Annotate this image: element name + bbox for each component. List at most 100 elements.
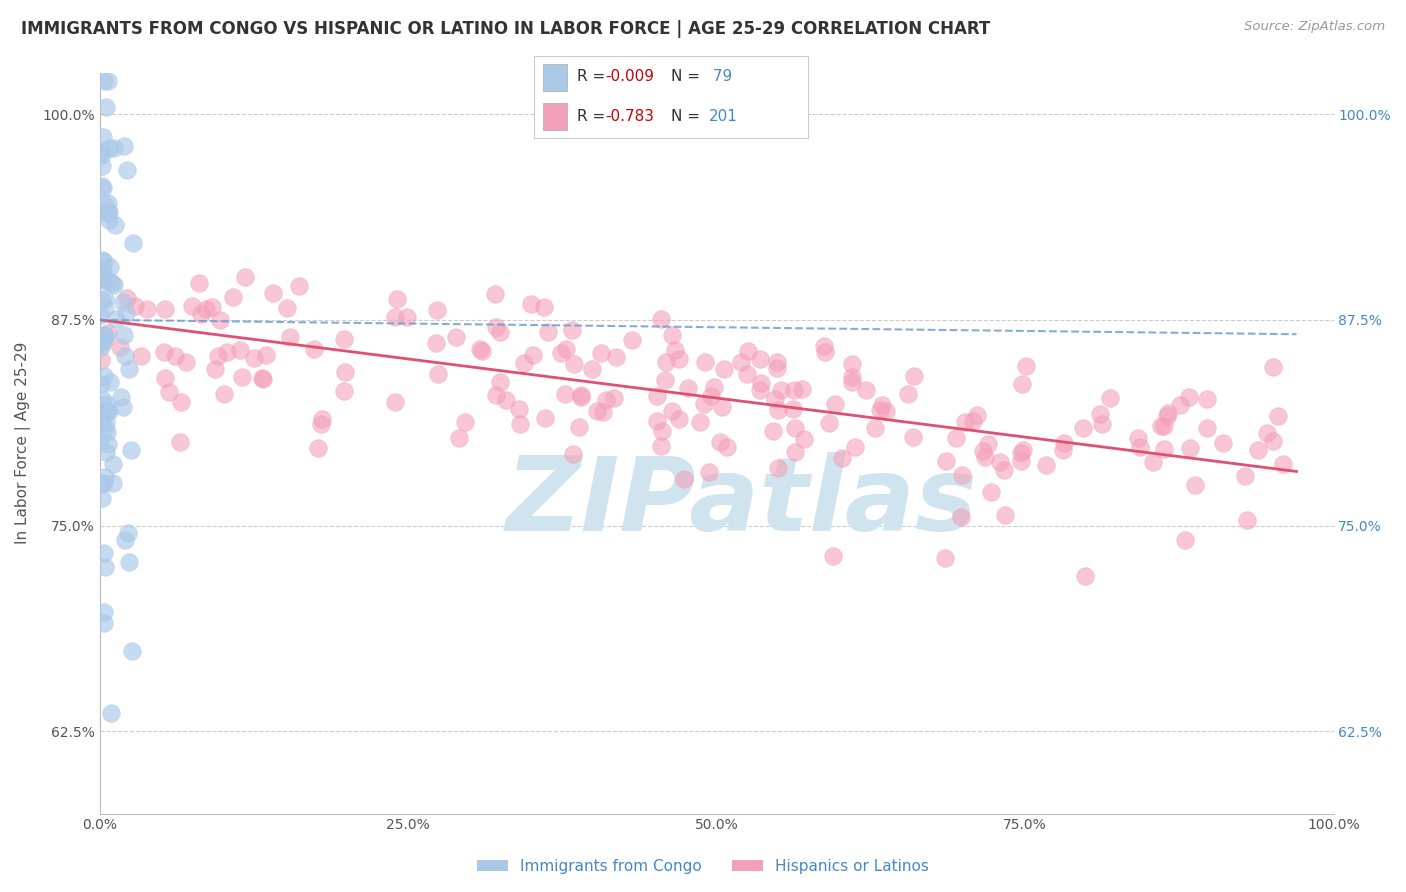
Point (118, 361, 141, 376)
Point (562, 358, 585, 372)
Point (689, 415, 711, 429)
Point (484, 287, 506, 301)
Point (977, 437, 1000, 451)
Point (111, 294, 134, 309)
Point (471, 344, 494, 359)
Point (569, 388, 592, 402)
Point (470, 343, 492, 357)
Point (513, 356, 536, 370)
Point (100, 276, 122, 290)
Point (1011, 376, 1033, 391)
Point (865, 421, 887, 435)
Point (650, 311, 672, 326)
Point (91, 178, 114, 193)
Point (94, 328, 117, 343)
Point (869, 402, 891, 417)
Point (581, 362, 603, 376)
Point (1126, 431, 1149, 445)
Point (311, 412, 333, 426)
Point (818, 416, 841, 430)
Point (228, 343, 250, 357)
Point (187, 276, 209, 290)
Point (276, 301, 298, 315)
Point (93, 328, 115, 343)
Point (204, 362, 226, 376)
Point (91, 181, 114, 195)
Point (783, 444, 806, 458)
Point (1212, 436, 1234, 450)
Point (91, 159, 114, 173)
Point (713, 362, 735, 376)
Point (96, 403, 118, 417)
Point (645, 414, 668, 428)
Point (1174, 533, 1197, 547)
Point (91, 262, 114, 277)
Point (98, 204, 121, 219)
Point (94, 470, 117, 484)
Point (100, 375, 122, 389)
Point (163, 349, 186, 363)
Point (762, 424, 785, 438)
Point (254, 348, 277, 362)
Point (1088, 408, 1111, 422)
Point (782, 402, 804, 417)
Point (950, 467, 973, 482)
Point (93, 197, 115, 211)
Point (814, 345, 837, 359)
Point (897, 386, 920, 401)
Point (605, 351, 627, 365)
Point (855, 383, 877, 397)
Point (114, 349, 136, 363)
Point (181, 299, 204, 313)
Point (693, 355, 716, 369)
Point (974, 450, 997, 465)
Point (97, 437, 120, 451)
Point (103, 277, 125, 292)
Point (93, 74, 115, 88)
Point (1153, 419, 1175, 434)
Point (135, 301, 157, 316)
Point (1236, 513, 1258, 527)
Point (98, 260, 121, 274)
Point (824, 397, 846, 411)
Point (94, 301, 117, 315)
Point (586, 404, 609, 418)
Point (157, 385, 180, 400)
Legend: Immigrants from Congo, Hispanics or Latinos: Immigrants from Congo, Hispanics or Lati… (471, 853, 935, 880)
FancyBboxPatch shape (543, 63, 567, 91)
Point (993, 462, 1015, 476)
Point (730, 355, 752, 369)
Point (174, 355, 197, 369)
Point (231, 370, 253, 384)
Point (813, 339, 835, 353)
Point (90, 293, 112, 307)
Text: R =: R = (576, 109, 610, 124)
Point (201, 300, 224, 314)
Point (903, 368, 925, 383)
Point (96, 425, 118, 439)
Point (93, 605, 115, 619)
Point (661, 327, 683, 342)
Point (554, 387, 576, 401)
Point (105, 312, 128, 326)
Text: Source: ZipAtlas.com: Source: ZipAtlas.com (1244, 20, 1385, 33)
Point (449, 431, 471, 445)
Point (426, 303, 449, 318)
Point (693, 397, 716, 411)
Point (96, 205, 118, 219)
Point (425, 335, 447, 350)
Point (98, 141, 121, 155)
Point (1074, 569, 1097, 583)
Point (821, 549, 844, 564)
Point (953, 415, 976, 429)
Point (555, 343, 578, 357)
Point (934, 551, 956, 566)
Point (98, 403, 121, 417)
Point (654, 373, 676, 387)
Point (1197, 392, 1219, 407)
Point (592, 405, 614, 419)
Point (748, 351, 770, 366)
Point (484, 320, 506, 334)
Point (508, 402, 530, 417)
Y-axis label: In Labor Force | Age 25-29: In Labor Force | Age 25-29 (15, 342, 31, 544)
